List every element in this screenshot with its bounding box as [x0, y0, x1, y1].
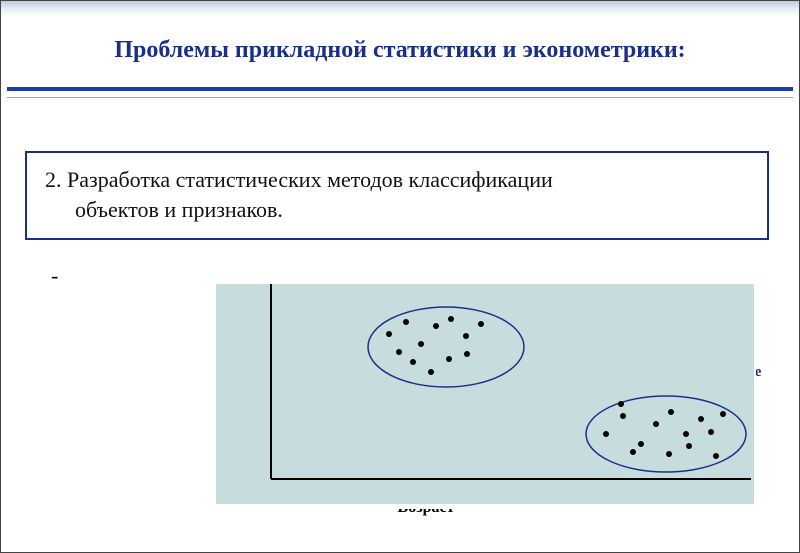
content-lead: 2. Разработка статистических методов кла… [45, 167, 553, 192]
cluster-scatter-chart [196, 269, 756, 509]
content-box: 2. Разработка статистических методов кла… [25, 151, 769, 240]
title-divider [7, 87, 793, 98]
slide-title: Проблемы прикладной статистики и экономе… [1, 37, 799, 64]
content-rest: объектов и признаков. [45, 195, 749, 225]
bullet-dash: - [51, 263, 58, 289]
chart-svg [196, 269, 756, 509]
slide-page: Проблемы прикладной статистики и экономе… [0, 0, 800, 553]
